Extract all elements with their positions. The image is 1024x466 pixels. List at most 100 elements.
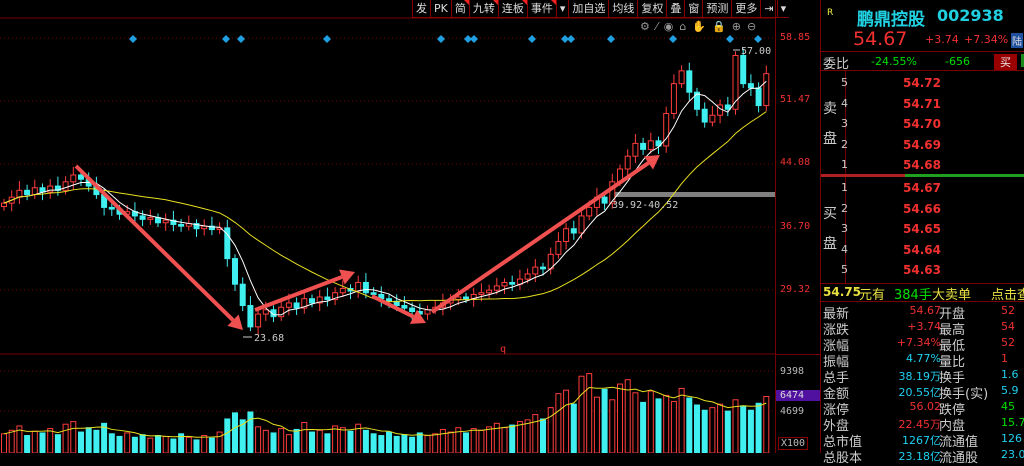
stat-value: 20.55亿 <box>898 386 942 399</box>
volume-bar <box>409 436 416 453</box>
volume-bar <box>647 390 654 453</box>
toolbar-item[interactable]: 发 <box>412 0 430 18</box>
volume-bar <box>193 439 200 453</box>
event-marker-icon <box>464 35 472 43</box>
candle-body <box>362 281 369 294</box>
stat-value: +7.34% <box>896 336 941 349</box>
volume-bar <box>640 401 647 453</box>
sell-button[interactable] <box>1021 54 1024 67</box>
toolbar-item[interactable]: ⇥ <box>760 0 776 18</box>
volume-bar <box>185 436 192 453</box>
event-marker-icon <box>470 35 478 43</box>
volume-bar <box>424 435 431 453</box>
toolbar-item[interactable]: ▾ <box>776 0 790 18</box>
candle-body <box>255 313 262 328</box>
weibi-pct: -24.55% <box>871 55 917 68</box>
volume-bar <box>339 427 346 453</box>
volume-bar <box>255 426 262 453</box>
stat-row: 振幅 4.77% 量比 1 <box>823 351 1024 370</box>
buy-level[interactable]: 1 54.67 <box>821 178 1024 198</box>
volume-bar <box>416 432 423 453</box>
stat-value: 52 <box>1001 304 1015 317</box>
toolbar-item[interactable]: 窗 <box>684 0 702 18</box>
zoom-in-icon[interactable]: ⊕ <box>731 20 741 33</box>
level-number: 5 <box>841 263 848 276</box>
candle-body <box>632 142 639 157</box>
candle-body <box>755 87 762 107</box>
toolbar-item[interactable]: PK <box>430 0 451 18</box>
buy-button[interactable]: 买 <box>994 54 1017 70</box>
sell-level[interactable]: 2 54.69 <box>821 135 1024 155</box>
stat-label: 涨停 <box>823 403 850 418</box>
volume-bar <box>593 396 600 453</box>
volume-bar <box>47 428 54 453</box>
kline-chart[interactable]: 57.00 23.68 39.92-40.52 q <box>0 0 775 453</box>
eye-icon[interactable]: ◉ <box>663 20 674 33</box>
volume-bar <box>732 399 739 453</box>
candle-body <box>270 309 277 318</box>
stat-label: 最新 <box>823 307 850 322</box>
volume-bar <box>278 428 285 453</box>
gear-icon[interactable]: ⚙ <box>640 20 650 33</box>
volume-bar <box>547 407 554 453</box>
candle-body <box>155 217 161 224</box>
sell-level[interactable]: 5 54.72 <box>821 73 1024 93</box>
volume-bar <box>309 431 315 453</box>
stat-value: 1.6 <box>1001 368 1019 381</box>
volume-bar <box>709 407 716 453</box>
volume-bar <box>763 396 770 453</box>
buy-level[interactable]: 2 54.66 <box>821 199 1024 219</box>
pen-icon[interactable]: ⁄ <box>655 20 658 33</box>
sell-level[interactable]: 4 54.71 <box>821 94 1024 114</box>
buy-ratio-bar <box>905 174 1024 177</box>
volume-bar <box>270 432 277 453</box>
candle-body <box>586 206 593 217</box>
toolbar-item[interactable]: 事件 <box>526 0 556 18</box>
toolbar-item[interactable]: 更多 <box>731 0 760 18</box>
candle-body <box>670 83 677 115</box>
level-number: 3 <box>841 222 848 235</box>
toolbar-item[interactable]: 均线 <box>608 0 637 18</box>
hand-icon[interactable]: ✋ <box>692 20 707 33</box>
sell-level[interactable]: 1 54.68 <box>821 155 1024 175</box>
buy-level[interactable]: 4 54.64 <box>821 240 1024 260</box>
volume-bar <box>262 429 269 453</box>
stat-label: 总手 <box>823 371 850 386</box>
toolbar-item[interactable]: 简 <box>450 0 469 18</box>
candle-body <box>239 283 246 307</box>
event-marker-icon <box>222 35 230 43</box>
buy-level[interactable]: 3 54.65 <box>821 219 1024 239</box>
basket-icon[interactable]: ⌂ <box>679 20 687 33</box>
hk-connect-tag[interactable]: 陆 <box>1011 33 1023 48</box>
stat-value: 52 <box>1001 336 1015 349</box>
volume-bar <box>155 435 161 453</box>
candle-body <box>686 70 693 93</box>
r-badge: R <box>827 8 834 18</box>
candle-body <box>701 108 708 123</box>
big-order-text: 元有 <box>859 288 886 303</box>
stat-label: 最低 <box>939 339 966 354</box>
volume-bar <box>293 428 300 453</box>
toolbar-item[interactable]: 复权 <box>637 0 666 18</box>
big-order-link[interactable]: 点击查 <box>991 288 1024 303</box>
toolbar-item[interactable]: 预测 <box>702 0 731 18</box>
stat-label: 量比 <box>939 355 966 370</box>
arrow-head-icon <box>339 269 355 285</box>
toolbar-item[interactable]: ▾ <box>555 0 569 18</box>
volume-bar <box>478 429 485 453</box>
stat-value: 45 <box>1001 400 1015 413</box>
stat-row: 涨停 56.02 跌停 45 <box>823 399 1024 418</box>
stat-value: 56.02 <box>909 400 942 413</box>
lock-icon[interactable]: 🔒 <box>712 20 726 33</box>
toolbar-item[interactable]: 九转 <box>468 0 498 18</box>
toolbar-item[interactable]: 连板 <box>497 0 527 18</box>
level-number: 4 <box>841 242 848 256</box>
zoom-out-icon[interactable]: ⊖ <box>746 20 757 33</box>
sell-level[interactable]: 3 54.70 <box>821 114 1024 134</box>
volume-bar <box>1 433 7 453</box>
trend-arrow <box>371 294 415 319</box>
stock-code: 002938 <box>937 6 1004 25</box>
buy-level[interactable]: 5 54.63 <box>821 260 1024 280</box>
toolbar-item[interactable]: 加自选 <box>568 0 608 18</box>
toolbar-item[interactable]: 叠 <box>666 0 684 18</box>
